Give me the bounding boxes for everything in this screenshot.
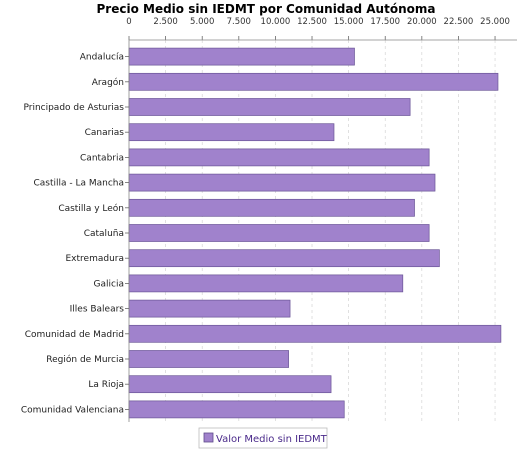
axes: 0 2.500 5.000 7.500 10.000 12.500 15.000 17.500… — [21, 17, 517, 422]
category-label: Illes Balears — [70, 305, 125, 315]
legend: Valor Medio sin IEDMT — [198, 427, 328, 449]
x-tick-label: 15.000 — [334, 17, 364, 27]
bar — [128, 148, 430, 167]
category-label: Comunidad de Madrid — [25, 330, 124, 340]
bar — [128, 249, 440, 268]
x-tick-label: 0 — [126, 17, 131, 27]
bar — [128, 299, 291, 318]
x-tick-label: 5.000 — [190, 17, 214, 27]
category-label: Castilla - La Mancha — [33, 179, 124, 189]
legend-box — [198, 427, 328, 449]
x-tick-label: 2.500 — [153, 17, 177, 27]
x-tick-label: 10.000 — [261, 17, 291, 27]
category-label: Galicia — [94, 279, 124, 289]
x-tick-label: 22.500 — [444, 17, 474, 27]
category-label: La Rioja — [88, 380, 124, 390]
bar — [128, 198, 415, 217]
category-label: Principado de Asturias — [23, 103, 124, 113]
bar — [128, 274, 404, 293]
bar — [128, 375, 332, 394]
bars — [128, 47, 502, 419]
bar — [128, 350, 289, 368]
category-label: Comunidad Valenciana — [21, 405, 124, 415]
x-tick-label: 17.500 — [370, 17, 400, 27]
category-label: Aragón — [92, 77, 124, 88]
bar — [128, 123, 335, 142]
bar — [128, 47, 355, 66]
category-label: Extremadura — [66, 254, 125, 264]
legend-swatch — [203, 432, 214, 443]
legend-label: Valor Medio sin IEDMT — [216, 434, 328, 445]
category-label: Canarias — [85, 128, 125, 138]
bar — [128, 98, 411, 116]
category-label: Andalucía — [80, 53, 124, 63]
bar — [128, 324, 502, 343]
bar — [128, 400, 345, 419]
category-label: Castilla y León — [58, 203, 124, 214]
bar — [128, 224, 430, 242]
category-label: Cantabria — [80, 153, 124, 163]
x-tick-label: 20.000 — [407, 17, 437, 27]
x-tick-label: 7.500 — [227, 17, 251, 27]
x-tick-label: 12.500 — [297, 17, 327, 27]
category-label: Cataluña — [84, 229, 124, 239]
bar — [128, 173, 436, 192]
category-label: Región de Murcia — [46, 354, 124, 365]
x-tick-label: 25.000 — [480, 17, 510, 27]
bar — [128, 72, 499, 91]
chart-title: Precio Medio sin IEDMT por Comunidad Aut… — [97, 2, 436, 16]
